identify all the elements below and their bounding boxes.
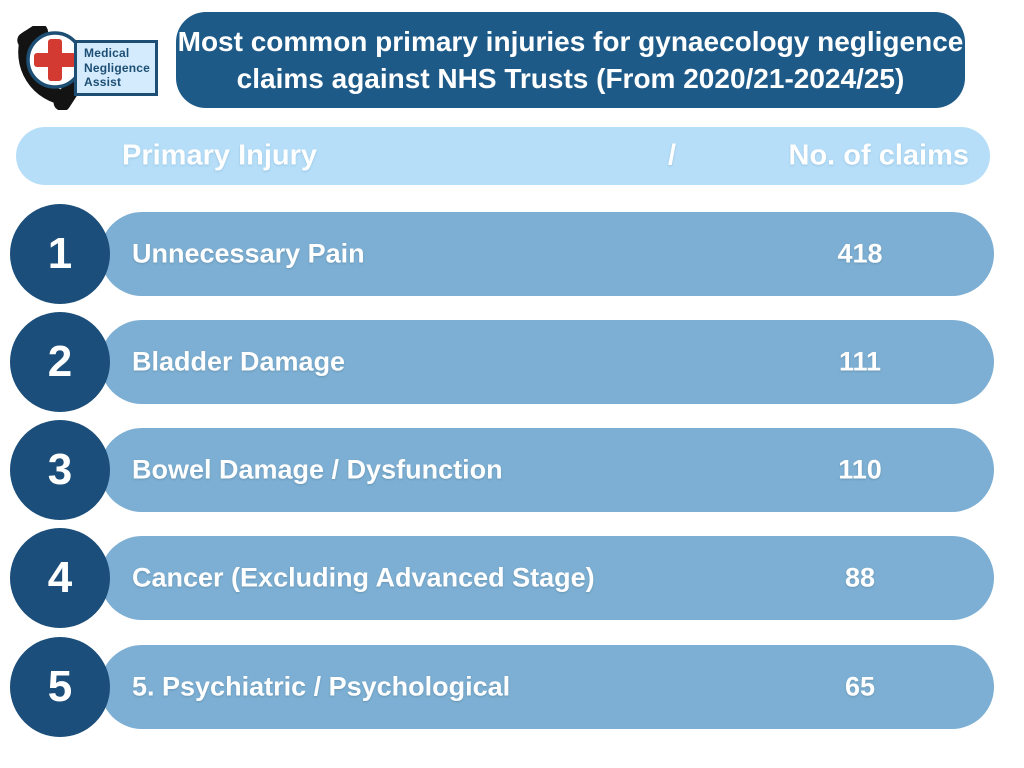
rank-badge: 4 — [10, 528, 110, 628]
title-line-1: Most common primary injuries for gynaeco… — [177, 26, 964, 57]
rank-badge: 2 — [10, 312, 110, 412]
row-pill — [100, 536, 994, 620]
injury-label: 5. Psychiatric / Psychological — [132, 671, 511, 702]
title-banner: Most common primary injuries for gynaeco… — [176, 12, 965, 108]
rank-number: 4 — [47, 553, 73, 602]
injury-label: Unnecessary Pain — [132, 238, 365, 269]
row-pill — [100, 212, 994, 296]
table-row: 5 5. Psychiatric / Psychological 65 — [0, 637, 1024, 737]
header-no-of-claims: No. of claims — [788, 139, 970, 172]
table-row: 4 Cancer (Excluding Advanced Stage) 88 — [0, 528, 1024, 628]
rank-number: 2 — [47, 337, 73, 386]
row-pill — [100, 645, 994, 729]
table-row: 2 Bladder Damage 111 — [0, 312, 1024, 412]
logo-line-1: Medical — [84, 46, 130, 60]
claims-count: 65 — [844, 671, 876, 702]
table-row: 1 Unnecessary Pain 418 — [0, 204, 1024, 304]
rank-number: 3 — [47, 445, 73, 494]
rank-badge: 5 — [10, 637, 110, 737]
rank-number: 5 — [47, 662, 73, 711]
logo-line-2: Negligence — [84, 60, 151, 75]
table-header-row: Primary Injury / No. of claims — [16, 127, 990, 185]
claims-count: 111 — [838, 346, 882, 377]
row-pill — [100, 428, 994, 512]
table-row: 3 Bowel Damage / Dysfunction 110 — [0, 420, 1024, 520]
title-line-2: claims against NHS Trusts (From 2020/21-… — [236, 63, 905, 94]
header-separator: / — [668, 139, 677, 172]
injury-label: Bowel Damage / Dysfunction — [132, 454, 503, 485]
rank-number: 1 — [47, 229, 73, 278]
rank-badge: 3 — [10, 420, 110, 520]
claims-count: 88 — [844, 562, 876, 593]
injury-label: Bladder Damage — [132, 346, 346, 377]
logo-line-3: Assist — [84, 75, 122, 89]
rank-badge: 1 — [10, 204, 110, 304]
logo-text-box: Medical Negligence Assist — [74, 40, 158, 96]
header-primary-injury: Primary Injury — [122, 139, 318, 172]
injury-label: Cancer (Excluding Advanced Stage) — [132, 562, 595, 593]
medical-negligence-assist-logo: Medical Negligence Assist — [0, 0, 230, 120]
claims-count: 418 — [837, 238, 883, 269]
claims-count: 110 — [838, 454, 882, 485]
row-pill — [100, 320, 994, 404]
